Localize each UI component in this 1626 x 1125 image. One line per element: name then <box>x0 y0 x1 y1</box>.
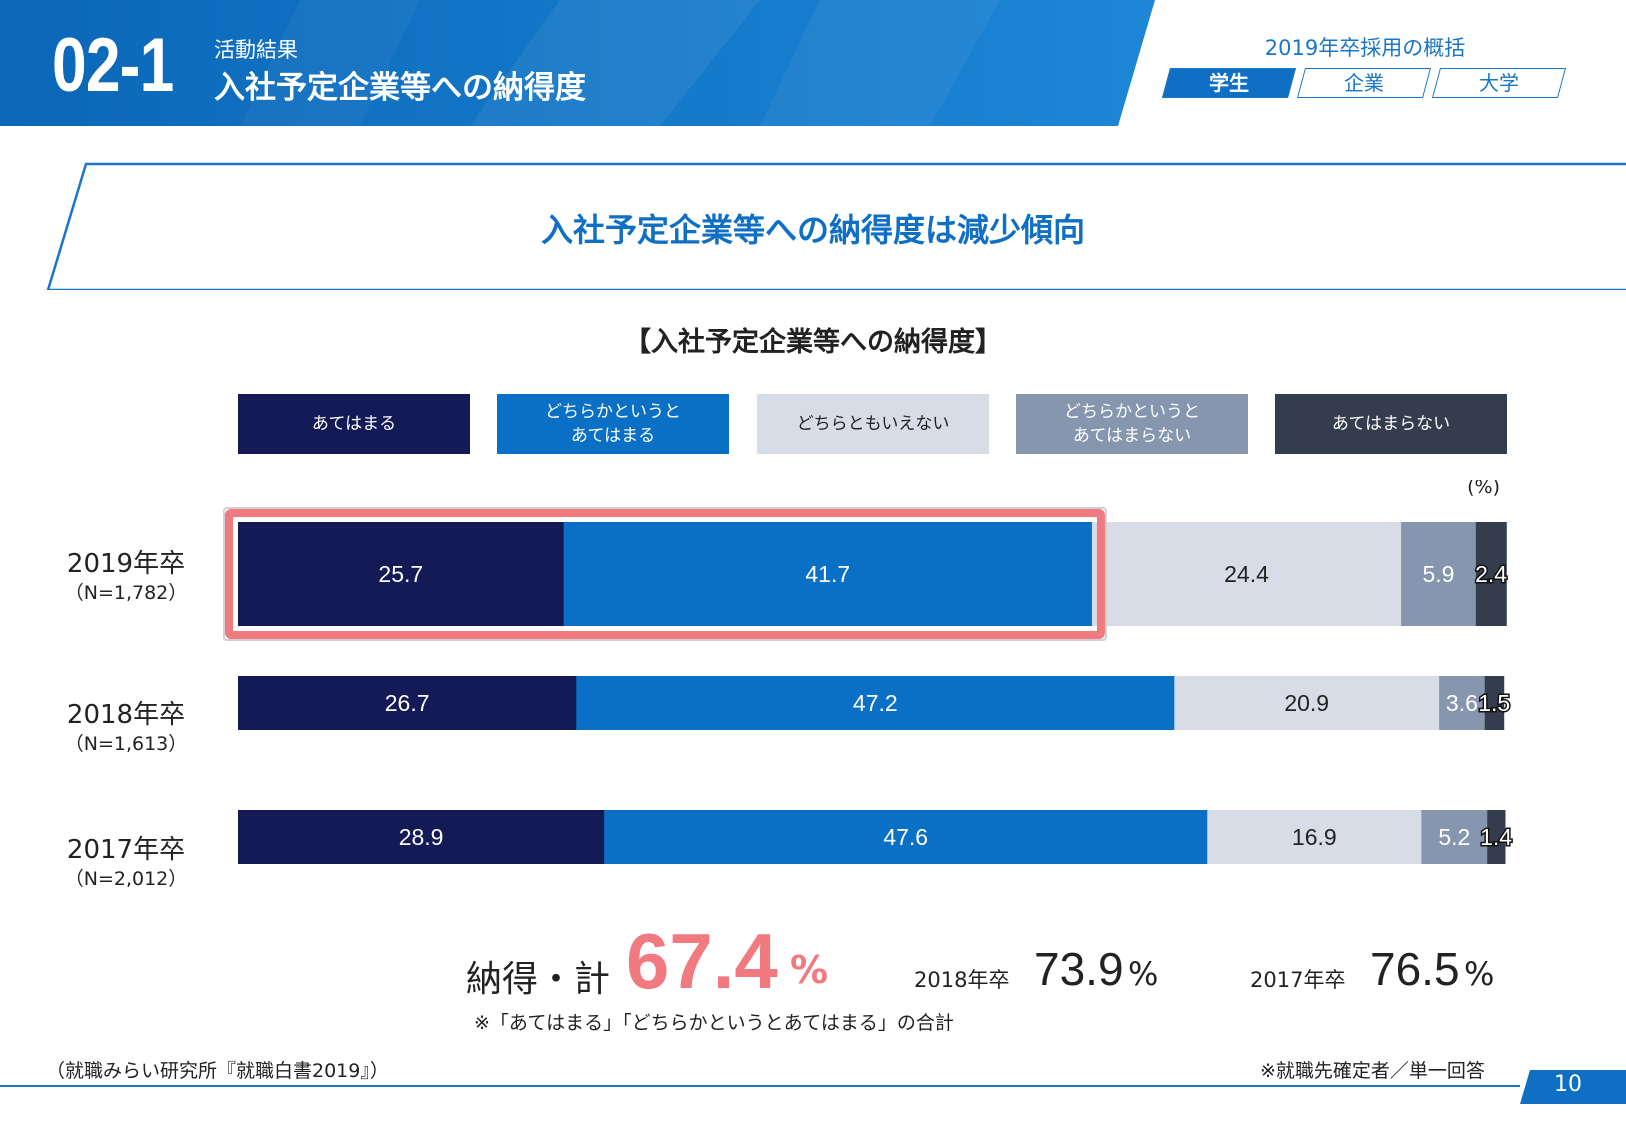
bar-segment <box>1475 522 1507 626</box>
bar-segment <box>238 810 605 864</box>
bar-value-label: 1.5 <box>1478 690 1510 716</box>
page-number-tab <box>1520 1070 1626 1104</box>
legend-label: あてはまる <box>311 414 397 434</box>
unit-label: (%) <box>1467 480 1500 498</box>
tab-student-label: 学生 <box>1209 71 1249 95</box>
section-title: 入社予定企業等への納得度 <box>214 70 586 106</box>
bar-segment <box>238 522 565 626</box>
bar-segment <box>576 676 1175 730</box>
bar-segment <box>238 676 577 730</box>
stacked-bar-chart: (%) 25.7 41.7 24.4 5.9 2.4 26.7 47.2 20.9 3.6 1.5 2… <box>223 480 1514 864</box>
legend-label: どちらかというと あてはまる <box>545 402 681 446</box>
bar-value-label: 5.2 <box>1438 824 1470 850</box>
bar-value-label: 20.9 <box>1284 690 1329 716</box>
legend-item-disagree: あてはまらない <box>1275 394 1507 454</box>
bar-value-label: 47.6 <box>883 824 928 850</box>
header-background <box>0 0 1155 126</box>
respondent-note: ※就職先確定者／単一回答 <box>1260 1060 1485 1082</box>
bar-segment <box>563 522 1093 626</box>
year-label-2017: 2017年卒 <box>66 835 186 865</box>
tab-university[interactable]: 大学 <box>1431 68 1567 98</box>
bar-value-label: 3.6 <box>1446 690 1478 716</box>
bar-segment <box>1174 676 1440 730</box>
bar-value-label: 41.7 <box>805 561 850 587</box>
comparison-label-2018: 2018年卒 <box>914 968 1010 992</box>
page-number: 10 <box>1554 1072 1582 1097</box>
bar-segment <box>1421 810 1488 864</box>
bar-value-label: 5.9 <box>1422 561 1454 587</box>
tab-company-label: 企業 <box>1344 71 1384 95</box>
bar-value-label: 16.9 <box>1292 824 1337 850</box>
bar-segment <box>1484 676 1505 730</box>
sample-size-2019: （N=1,782） <box>64 582 188 604</box>
summary-note: ※「あてはまる」「どちらかというとあてはまる」の合計 <box>474 1012 954 1034</box>
year-label-2018: 2018年卒 <box>66 700 186 730</box>
legend-label: どちらともいえない <box>796 414 950 434</box>
footer-divider <box>0 1085 1520 1087</box>
bar-value-label: 1.4 <box>1480 824 1512 850</box>
summary-value: 67.4 <box>626 917 778 1005</box>
comparison-value-2018: 73.9 <box>1034 943 1124 995</box>
bar-segment <box>604 810 1208 864</box>
headline-banner-frame <box>46 162 1626 290</box>
section-number: 02-1 <box>52 23 174 108</box>
tab-student[interactable]: 学生 <box>1161 68 1297 98</box>
bar-value-label: 26.7 <box>385 690 430 716</box>
bar-value-label: 47.2 <box>853 690 898 716</box>
year-label-2019: 2019年卒 <box>66 549 186 579</box>
comparison-value-2017: 76.5 <box>1370 943 1460 995</box>
bar-value-label: 25.7 <box>378 561 423 587</box>
legend-item-somewhat-disagree: どちらかというと あてはまらない <box>1016 394 1248 454</box>
comparison-label-2017: 2017年卒 <box>1250 968 1346 992</box>
bar-value-label: 24.4 <box>1224 561 1269 587</box>
bar-segment <box>1439 676 1486 730</box>
comparison-unit-2018: % <box>1128 955 1159 993</box>
chart-title: 【入社予定企業等への納得度】 <box>624 327 1002 358</box>
highlight-box <box>225 509 1105 639</box>
legend-item-strongly-agree: あてはまる <box>238 394 470 454</box>
summary-label: 納得・計 <box>466 959 611 1000</box>
bar-segment <box>1091 522 1402 626</box>
bar-segment <box>1207 810 1422 864</box>
header: 02-1 活動結果 入社予定企業等への納得度 2019年卒採用の概括 学生 企業… <box>0 0 1626 130</box>
sample-size-2017: （N=2,012） <box>64 868 188 890</box>
highlight-box-outer <box>223 507 1107 641</box>
tab-company[interactable]: 企業 <box>1296 68 1432 98</box>
bar-value-label: 2.4 <box>1475 561 1507 587</box>
legend-label: あてはまらない <box>1331 414 1451 434</box>
summary-unit: % <box>790 948 829 992</box>
comparison-unit-2017: % <box>1464 955 1495 993</box>
overview-title: 2019年卒採用の概括 <box>1264 36 1466 60</box>
legend-item-neutral: どちらともいえない <box>757 394 989 454</box>
bar-segment <box>1487 810 1506 864</box>
legend-item-somewhat-agree: どちらかというと あてはまる <box>497 394 729 454</box>
legend-label: どちらかというと あてはまらない <box>1064 402 1200 446</box>
tab-university-label: 大学 <box>1479 71 1519 95</box>
source-citation: （就職みらい研究所『就職白書2019』） <box>46 1060 389 1082</box>
headline-banner: 入社予定企業等への納得度は減少傾向 <box>540 211 1085 249</box>
section-label: 活動結果 <box>214 38 298 62</box>
sample-size-2018: （N=1,613） <box>64 733 188 755</box>
bar-value-label: 28.9 <box>399 824 444 850</box>
bar-segment <box>1401 522 1477 626</box>
